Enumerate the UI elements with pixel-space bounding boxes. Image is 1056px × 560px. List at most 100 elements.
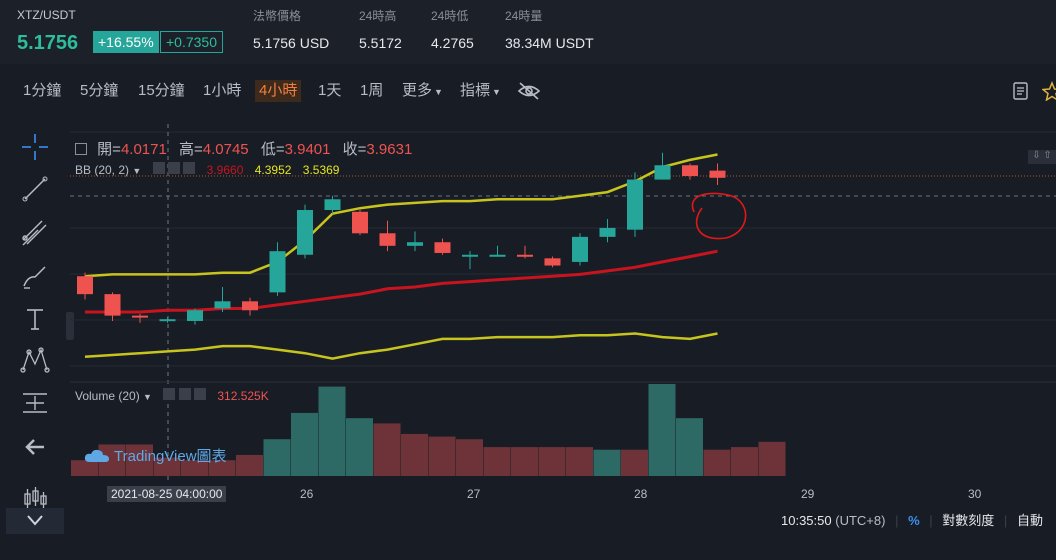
volume-bar bbox=[428, 436, 456, 476]
24h-low-value: 4.2765 bbox=[431, 35, 474, 51]
volume-bar bbox=[291, 412, 318, 476]
brush-icon[interactable] bbox=[20, 262, 50, 292]
fiat-price-value: 5.1756 USD bbox=[253, 35, 330, 51]
close-icon[interactable] bbox=[183, 162, 196, 174]
timeframe-1w[interactable]: 1周 bbox=[360, 82, 384, 99]
chevron-down-icon bbox=[27, 515, 43, 526]
crosshair-icon[interactable] bbox=[20, 132, 50, 162]
caret-down-icon: ▼ bbox=[434, 87, 443, 97]
candle-body bbox=[352, 211, 368, 234]
collapse-toolbar-button[interactable] bbox=[6, 508, 64, 534]
bb-lower-value: 3.5369 bbox=[302, 163, 340, 177]
scale-buttons[interactable]: ⇩ ⇧ bbox=[1028, 150, 1056, 164]
change-absolute-badge: +0.7350 bbox=[160, 31, 223, 53]
more-dropdown[interactable]: 更多 ▼ bbox=[398, 80, 447, 102]
volume-bar bbox=[566, 447, 593, 476]
high-label: 高= bbox=[179, 141, 203, 158]
collapse-legend-icon[interactable] bbox=[75, 143, 87, 155]
bollinger-bands bbox=[84, 153, 718, 360]
xaxis-tick-26: 26 bbox=[300, 487, 314, 501]
volume-label: Volume (20) bbox=[75, 389, 140, 403]
hand-drawn-circle bbox=[691, 192, 747, 240]
footer-clock: 10:35:50 (UTC+8) | % | 對數刻度 | 自動 bbox=[781, 510, 1043, 529]
watermark-text: TradingView圖表 bbox=[114, 448, 227, 465]
candle-body bbox=[544, 258, 561, 266]
eye-icon[interactable] bbox=[163, 388, 176, 400]
caret-down-icon: ▼ bbox=[492, 87, 501, 97]
candle-body bbox=[104, 294, 121, 316]
volume-bar bbox=[483, 447, 511, 476]
candle-body bbox=[462, 254, 478, 257]
volume-bar bbox=[346, 418, 373, 476]
candlesticks bbox=[77, 152, 726, 325]
volume-bars bbox=[71, 384, 786, 476]
candles-icon[interactable] bbox=[20, 484, 50, 514]
last-price: 5.1756 bbox=[17, 32, 79, 54]
caret-down-icon[interactable]: ▼ bbox=[143, 392, 152, 402]
crosshair-time-label: 2021-08-25 04:00:00 bbox=[107, 486, 227, 502]
divider: | bbox=[895, 513, 899, 528]
candle-body bbox=[242, 301, 258, 311]
timeframe-1m[interactable]: 1分鐘 bbox=[23, 82, 62, 99]
clock-timezone: (UTC+8) bbox=[835, 513, 886, 528]
bb-line bbox=[84, 332, 718, 360]
close-icon[interactable] bbox=[194, 388, 206, 400]
chart-canvas[interactable]: 開=4.0171 高=4.0745 低=3.9401 收=3.9631 BB (… bbox=[70, 124, 1056, 480]
log-scale-toggle[interactable]: 對數刻度 bbox=[942, 513, 995, 528]
chart-toolbar: 1分鐘 5分鐘 15分鐘 1小時 4小時 1天 1周 更多 ▼ 指標 ▼ bbox=[0, 64, 1056, 116]
more-label: 更多 bbox=[402, 82, 433, 99]
percent-toggle[interactable]: % bbox=[908, 513, 920, 528]
volume-bar bbox=[511, 447, 538, 476]
volume-bar bbox=[71, 460, 98, 476]
volume-bar bbox=[263, 439, 291, 476]
volume-bar bbox=[401, 433, 428, 476]
bb-label: BB (20, 2) bbox=[75, 163, 130, 177]
volume-bar bbox=[236, 454, 263, 476]
24h-high-label: 24時高 bbox=[359, 9, 397, 23]
timeframe-4h[interactable]: 4小時 bbox=[255, 80, 302, 102]
close-label: 收= bbox=[342, 141, 367, 158]
volume-value: 312.525K bbox=[217, 389, 269, 403]
timeframe-5m[interactable]: 5分鐘 bbox=[80, 82, 119, 99]
pattern-icon[interactable] bbox=[20, 346, 50, 376]
fiat-price-label: 法幣價格 bbox=[253, 9, 302, 23]
price-chart[interactable] bbox=[70, 124, 1056, 480]
timeframe-1d[interactable]: 1天 bbox=[318, 82, 342, 99]
volume-bar bbox=[456, 439, 483, 476]
low-value: 3.9401 bbox=[284, 141, 331, 158]
timeframe-1h[interactable]: 1小時 bbox=[203, 82, 242, 99]
hide-eye-icon[interactable] bbox=[517, 82, 541, 100]
candle-body bbox=[517, 254, 533, 257]
drawing-toolbar bbox=[0, 124, 70, 560]
volume-bar bbox=[208, 460, 236, 476]
trendline-icon[interactable] bbox=[20, 174, 50, 204]
timeframe-15m[interactable]: 15分鐘 bbox=[138, 82, 185, 99]
back-arrow-icon[interactable] bbox=[20, 432, 50, 462]
text-tool-icon[interactable] bbox=[20, 304, 50, 334]
candle-body bbox=[214, 301, 231, 309]
caret-down-icon[interactable]: ▼ bbox=[132, 166, 142, 176]
high-value: 4.0745 bbox=[202, 141, 249, 158]
divider: | bbox=[1003, 513, 1008, 528]
pitchfork-icon[interactable] bbox=[20, 218, 50, 248]
measure-icon[interactable] bbox=[20, 388, 50, 418]
notes-icon[interactable] bbox=[1013, 82, 1029, 100]
auto-scale-toggle[interactable]: 自動 bbox=[1016, 513, 1043, 528]
eye-icon[interactable] bbox=[152, 162, 165, 174]
gear-icon[interactable] bbox=[167, 162, 180, 174]
open-value: 4.0171 bbox=[120, 141, 167, 158]
sidebar-collapse-handle[interactable] bbox=[66, 312, 74, 340]
volume-bar bbox=[621, 449, 648, 476]
change-percent-badge: +16.55% bbox=[93, 31, 159, 53]
indicators-dropdown[interactable]: 指標 ▼ bbox=[456, 80, 505, 102]
gear-icon[interactable] bbox=[178, 388, 191, 400]
candle-body bbox=[77, 276, 93, 295]
star-icon[interactable] bbox=[1042, 81, 1056, 101]
candle-body bbox=[269, 251, 286, 293]
candle-body bbox=[599, 227, 616, 237]
candle-body bbox=[682, 165, 698, 176]
24h-high-value: 5.5172 bbox=[359, 35, 402, 51]
volume-bar bbox=[703, 449, 731, 476]
bb-line bbox=[85, 249, 718, 314]
volume-bar bbox=[593, 449, 621, 476]
